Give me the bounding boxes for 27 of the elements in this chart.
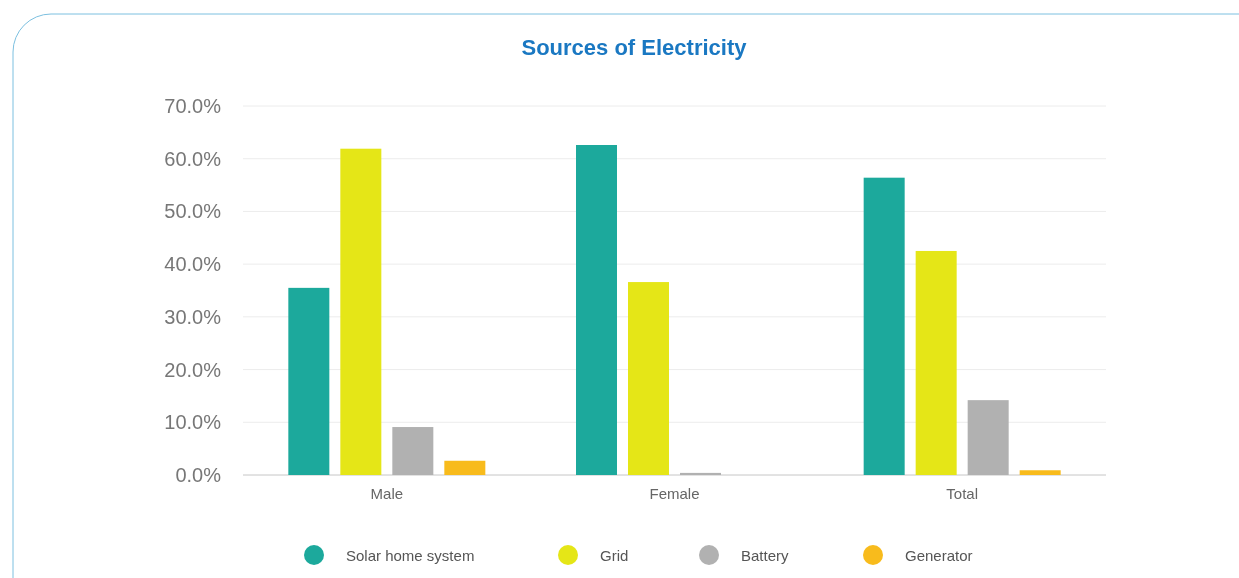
x-tick-label: Male bbox=[370, 485, 404, 502]
bar bbox=[392, 427, 434, 475]
bar bbox=[444, 460, 486, 475]
bar bbox=[628, 282, 669, 475]
bar bbox=[863, 177, 905, 475]
bar bbox=[340, 148, 382, 475]
y-tick-label: 50.0% bbox=[164, 200, 222, 223]
legend-label: Battery bbox=[741, 547, 790, 564]
x-tick-label: Total bbox=[946, 485, 979, 502]
x-tick-label: Female bbox=[649, 485, 700, 502]
legend-label: Solar home system bbox=[346, 547, 475, 564]
y-tick-label: 10.0% bbox=[164, 411, 222, 434]
bar bbox=[576, 145, 617, 475]
bar bbox=[1019, 470, 1061, 475]
y-tick-label: 70.0% bbox=[164, 95, 222, 117]
bar bbox=[915, 250, 957, 475]
bar bbox=[967, 400, 1009, 475]
y-tick-label: 30.0% bbox=[164, 305, 222, 328]
bar bbox=[288, 287, 330, 475]
bar bbox=[680, 472, 721, 475]
y-tick-label: 0.0% bbox=[175, 464, 222, 486]
legend-label: Grid bbox=[600, 547, 629, 564]
legend-label: Generator bbox=[905, 547, 973, 564]
chart-title: Sources of Electricity bbox=[521, 35, 748, 60]
y-tick-label: 20.0% bbox=[164, 358, 222, 381]
y-tick-label: 40.0% bbox=[164, 253, 222, 276]
y-tick-label: 60.0% bbox=[164, 147, 222, 170]
